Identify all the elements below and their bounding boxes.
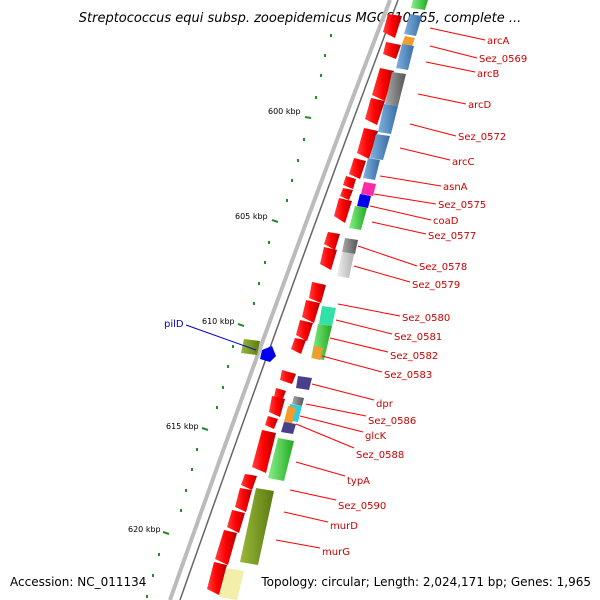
pilD-label: pilD [164, 319, 184, 330]
gene-arrow [207, 562, 227, 595]
pilD-arrow [260, 346, 276, 362]
feature-box [268, 438, 294, 481]
gene-label: Sez_0569 [479, 54, 527, 65]
feature-box [342, 238, 358, 254]
feature-box [378, 104, 398, 134]
scale-tick-600 [304, 116, 312, 119]
gene-arrow [227, 510, 245, 533]
gene-arrow [241, 474, 257, 490]
gene-arrow [383, 42, 401, 59]
gene-label: Sez_0580 [402, 313, 450, 324]
feature-box [363, 158, 380, 180]
gene-arrow [269, 396, 285, 417]
gene-label: Sez_0583 [384, 370, 432, 381]
pilD-feature: pilD [164, 319, 276, 362]
topology-text: Topology: circular; Length: 2,024,171 bp… [260, 575, 591, 589]
gene-arrow [340, 188, 353, 200]
feature-boxes [219, 0, 428, 600]
gene-arrow [343, 176, 356, 189]
gene-label: Sez_0590 [338, 501, 386, 512]
gene-label: Sez_0575 [438, 200, 486, 211]
gene-arrow [334, 198, 352, 223]
genome-backbone-outer [179, 0, 399, 600]
scale-tick-615 [201, 427, 209, 431]
gene-arrows [207, 14, 402, 595]
gene-arrow [215, 530, 237, 565]
gene-label: Sez_0579 [412, 280, 460, 291]
feature-box [219, 568, 244, 600]
gene-label: Sez_0577 [428, 231, 476, 242]
feature-box [349, 206, 367, 230]
scale-labels: 600 kbp 605 kbp 610 kbp 615 kbp 620 kbp [128, 107, 312, 535]
feature-box [337, 252, 354, 278]
scale-tick-605 [271, 219, 279, 223]
feature-box [240, 488, 274, 565]
scale-label-605: 605 kbp [235, 212, 268, 221]
gene-arrow [320, 247, 337, 270]
gene-label: arcD [468, 100, 492, 111]
feature-box [284, 406, 296, 424]
gene-label: asnA [443, 182, 468, 193]
feature-box [370, 134, 390, 160]
gene-label: arcA [487, 36, 510, 47]
scale-tick-620 [162, 531, 170, 535]
gene-arrow [302, 300, 320, 323]
gene-label: coaD [433, 216, 459, 227]
scale-label-600: 600 kbp [268, 107, 301, 116]
gene-arrow [383, 14, 402, 38]
map-title: Streptococcus equi subsp. zooepidemicus … [79, 11, 521, 26]
feature-box [402, 36, 415, 46]
gene-arrow [365, 98, 385, 125]
accession-text: Accession: NC_011134 [10, 575, 146, 589]
feature-box [319, 306, 336, 326]
gene-label: murD [330, 521, 358, 532]
gene-arrow [280, 370, 296, 384]
pilD-leader-line [185, 324, 257, 351]
gene-labels: arcA Sez_0569 arcB arcD Sez_0572 arcC as… [275, 27, 527, 558]
gene-arrow [291, 338, 306, 354]
gene-label: arcB [477, 69, 500, 80]
minor-ticks [146, 34, 332, 598]
gene-label: murG [322, 547, 350, 558]
scale-label-620: 620 kbp [128, 525, 161, 534]
gene-arrow [349, 158, 366, 179]
gene-label: glcK [365, 431, 387, 442]
gene-label: Sez_0582 [390, 351, 438, 362]
feature-box [292, 396, 304, 406]
gene-label: arcC [452, 157, 475, 168]
gene-arrow [324, 232, 340, 250]
scale-label-615: 615 kbp [166, 422, 199, 431]
feature-box [361, 182, 376, 196]
gene-arrow [252, 430, 276, 473]
feature-box [296, 376, 312, 390]
feature-box [281, 422, 296, 434]
feature-box [411, 0, 428, 10]
gene-arrow [372, 68, 394, 101]
pilD-box [241, 339, 260, 355]
gene-label: Sez_0572 [458, 132, 506, 143]
feature-box [357, 194, 371, 208]
gene-arrow [357, 128, 378, 159]
gene-label: Sez_0586 [368, 416, 416, 427]
gene-arrow [309, 282, 326, 303]
genome-backbone-inner [168, 0, 392, 600]
gene-label: typA [347, 476, 370, 487]
gene-label: dpr [376, 399, 394, 410]
feature-box [385, 72, 406, 106]
feature-box [404, 14, 422, 36]
gene-label: Sez_0588 [356, 450, 404, 461]
scale-label-610: 610 kbp [202, 317, 235, 326]
feature-box [396, 44, 414, 70]
scale-tick-610 [237, 323, 245, 327]
gene-arrow [235, 488, 252, 512]
gene-arrow [296, 320, 313, 341]
feature-box [312, 346, 323, 360]
gene-arrow [265, 416, 278, 429]
gene-label: Sez_0578 [419, 262, 467, 273]
gene-label: Sez_0581 [394, 332, 442, 343]
